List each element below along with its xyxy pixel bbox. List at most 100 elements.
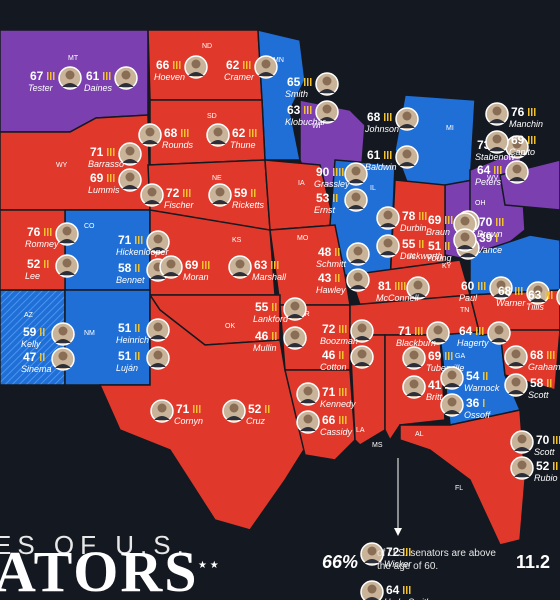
- senator-age: 46: [255, 329, 269, 343]
- age-tick: [387, 113, 389, 121]
- age-tick: [384, 151, 386, 159]
- senator-name: Durbin: [400, 223, 427, 233]
- age-tick: [205, 261, 207, 269]
- senator-name: Ernst: [314, 205, 336, 215]
- portrait-head: [460, 232, 470, 242]
- age-tick: [445, 242, 447, 250]
- portrait-body: [489, 119, 505, 123]
- senator-age: 76: [511, 105, 525, 119]
- portrait-body: [350, 285, 366, 289]
- age-tick: [339, 388, 341, 396]
- senator-card: 64Hyde-Smith: [360, 580, 431, 600]
- age-tick: [496, 234, 498, 242]
- portrait-body: [457, 245, 473, 249]
- age-tick: [208, 261, 210, 269]
- stat-caption: of U.S. senators are above the age of 60…: [377, 548, 496, 572]
- portrait-head: [447, 370, 457, 380]
- senator-name: Capito: [509, 147, 535, 157]
- state-abbr: AL: [415, 431, 424, 438]
- portrait-head: [383, 210, 393, 220]
- age-tick: [403, 586, 405, 594]
- senator-age: 72: [386, 545, 400, 559]
- portrait-body: [493, 293, 509, 297]
- portrait-body: [150, 363, 166, 367]
- age-tick: [202, 261, 204, 269]
- age-tick: [478, 282, 480, 290]
- age-tick: [342, 351, 344, 359]
- age-tick: [107, 148, 109, 156]
- mississippi-callout: [394, 458, 402, 536]
- state-abbr: MN: [273, 57, 284, 64]
- senator-name: Lankford: [253, 314, 289, 324]
- age-tick: [43, 328, 45, 336]
- senator-name: Hickenlooper: [116, 247, 170, 257]
- portrait-body: [122, 185, 138, 189]
- age-tick: [135, 324, 137, 332]
- age-tick: [550, 351, 552, 359]
- age-tick: [553, 436, 555, 444]
- portrait-head: [409, 350, 419, 360]
- senator-age: 72: [166, 186, 180, 200]
- senator-name: Lummis: [88, 185, 120, 195]
- age-tick: [339, 416, 341, 424]
- senator-age: 65: [287, 75, 301, 89]
- senator-age: 69: [511, 133, 525, 147]
- senator-name: Cruz: [246, 416, 266, 426]
- age-tick: [272, 303, 274, 311]
- portrait-head: [303, 414, 313, 424]
- portrait-body: [406, 363, 422, 367]
- portrait-head: [357, 323, 367, 333]
- state-abbr: MS: [372, 442, 383, 449]
- senator-age: 64: [386, 583, 400, 597]
- age-tick: [419, 240, 421, 248]
- age-tick: [307, 78, 309, 86]
- senator-portrait: [556, 288, 560, 306]
- senator-age: 81: [378, 279, 392, 293]
- portrait-body: [489, 147, 505, 151]
- portrait-head: [496, 280, 506, 290]
- senator-age: 58: [118, 261, 132, 275]
- age-tick: [44, 260, 46, 268]
- senator-name: Luján: [116, 363, 138, 373]
- portrait-head: [62, 226, 72, 236]
- senator-age: 47: [23, 350, 37, 364]
- senator-age: 78: [402, 209, 416, 223]
- senator-age: 39: [479, 231, 493, 245]
- portrait-body: [406, 392, 422, 396]
- portrait-body: [122, 159, 138, 163]
- portrait-head: [492, 134, 502, 144]
- age-tick: [183, 189, 185, 197]
- age-tick: [398, 282, 400, 290]
- senator-age: 59: [23, 325, 37, 339]
- senator-name: Manchin: [509, 119, 543, 129]
- senator-name: Thune: [230, 140, 256, 150]
- state-abbr: SD: [207, 113, 217, 120]
- portrait-body: [55, 339, 71, 343]
- age-tick: [496, 218, 498, 226]
- senator-age: 66: [322, 413, 336, 427]
- age-tick: [335, 248, 337, 256]
- age-tick: [246, 61, 248, 69]
- portrait-body: [508, 362, 524, 366]
- senator-age: 90: [316, 165, 330, 179]
- portrait-body: [144, 200, 160, 204]
- age-tick: [109, 72, 111, 80]
- age-tick: [448, 242, 450, 250]
